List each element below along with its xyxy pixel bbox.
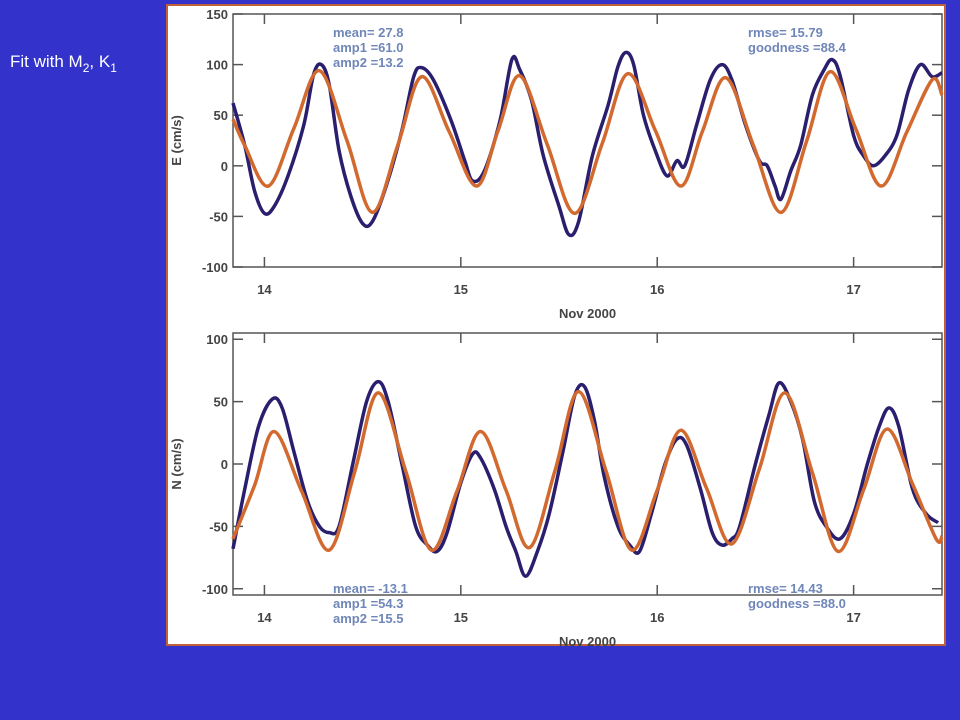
y-tick-label: 0: [221, 457, 228, 472]
x-tick-label: 17: [846, 610, 860, 625]
y-tick-label: 50: [214, 395, 228, 410]
annotation: amp1 =54.3: [333, 596, 403, 611]
y-tick-label: 0: [221, 159, 228, 174]
annotation: rmse= 15.79: [748, 25, 823, 40]
y-axis-label: E (cm/s): [169, 115, 184, 166]
series-line: [231, 389, 944, 554]
x-tick-label: 14: [257, 610, 272, 625]
annotation: rmse= 14.43: [748, 581, 823, 596]
plot-frame: [232, 13, 943, 268]
x-axis-label: Nov 2000: [559, 634, 616, 649]
figure-panel: [166, 4, 946, 646]
series-line: [231, 68, 944, 216]
title-part: , K: [89, 52, 110, 71]
annotation: amp2 =15.5: [333, 611, 403, 626]
x-tick-label: 16: [650, 282, 664, 297]
annotation: amp2 =13.2: [333, 55, 403, 70]
annotation: goodness =88.0: [748, 596, 846, 611]
x-tick-label: 15: [454, 282, 468, 297]
series-line: [231, 50, 943, 238]
annotation: amp1 =61.0: [333, 40, 403, 55]
y-tick-label: 150: [206, 7, 228, 22]
y-axis-label: N (cm/s): [169, 438, 184, 489]
x-tick-label: 14: [257, 282, 272, 297]
y-tick-label: -100: [202, 582, 228, 597]
y-tick-label: -50: [209, 519, 228, 534]
y-tick-label: 100: [206, 58, 228, 73]
y-tick-label: -100: [202, 260, 228, 275]
y-tick-label: -50: [209, 209, 228, 224]
title-sub: 2: [83, 61, 90, 75]
title-part: Fit with M: [10, 52, 83, 71]
annotation: mean= 27.8: [333, 25, 403, 40]
x-tick-label: 16: [650, 610, 664, 625]
y-tick-label: 50: [214, 108, 228, 123]
annotation: goodness =88.4: [748, 40, 847, 55]
annotation: mean= -13.1: [333, 581, 408, 596]
x-tick-label: 17: [846, 282, 860, 297]
title-sub: 1: [110, 61, 117, 75]
y-tick-label: 100: [206, 332, 228, 347]
x-tick-label: 15: [454, 610, 468, 625]
series-line: [231, 379, 940, 579]
slide-title: Fit with M2, K1: [10, 52, 117, 75]
x-axis-label: Nov 2000: [559, 306, 616, 321]
